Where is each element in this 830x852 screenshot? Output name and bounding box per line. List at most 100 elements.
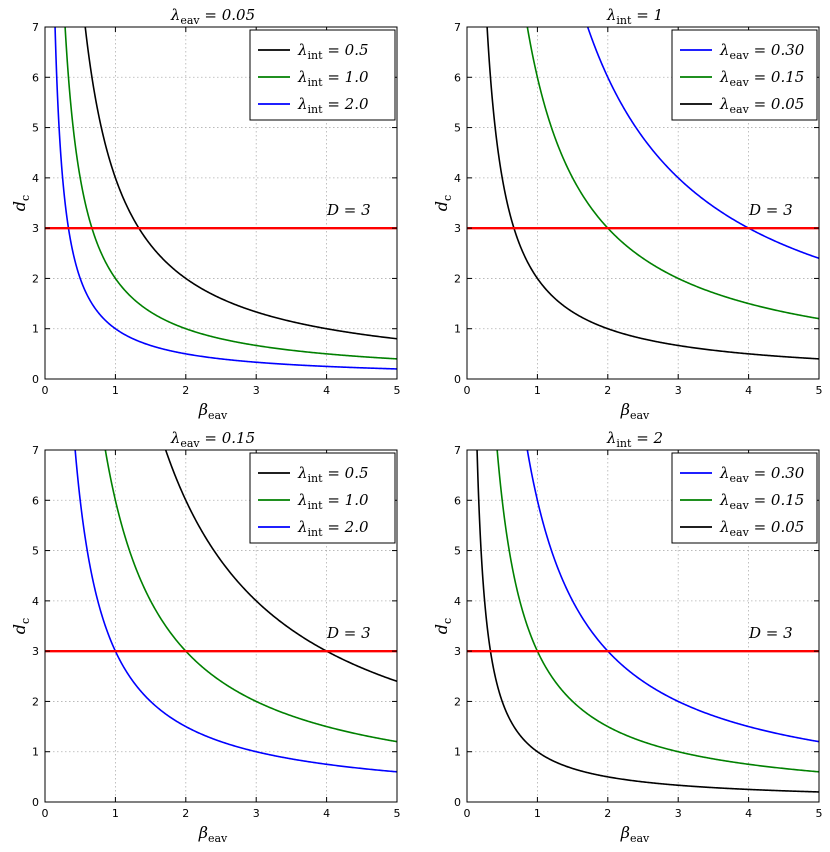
annotation-label: D = 3 xyxy=(748,624,793,642)
x-tick-label: 4 xyxy=(745,384,752,397)
y-tick-label: 1 xyxy=(454,746,461,759)
y-tick-label: 6 xyxy=(32,71,39,84)
legend-label-1: λeav = 0.30 xyxy=(719,41,805,62)
legend-label-2: λint = 1.0 xyxy=(297,68,369,89)
chart-panel-2: D = 3 0 1 2 3 4 5 0 1 2 3 4 5 6 7 λint = 1 βeav dc λeav = … xyxy=(432,6,823,422)
x-tick-label: 4 xyxy=(745,807,752,820)
axes-frame xyxy=(466,26,820,380)
y-tick-label: 4 xyxy=(454,172,461,185)
x-tick-label: 2 xyxy=(182,384,189,397)
y-tick-label: 4 xyxy=(32,172,39,185)
y-tick-label: 1 xyxy=(32,323,39,336)
y-axis-label: dc xyxy=(432,195,454,211)
chart-panel-4: D = 3 0 1 2 3 4 5 0 1 2 3 4 5 6 7 λint = 2 βeav dc λeav = … xyxy=(432,429,823,845)
x-axis-label: βeav xyxy=(198,400,228,422)
x-tick-label: 3 xyxy=(675,384,682,397)
y-tick-label: 6 xyxy=(454,494,461,507)
series-line-1 xyxy=(164,450,397,683)
series-line-3 xyxy=(486,27,819,360)
annotation-label: D = 3 xyxy=(326,201,371,219)
x-tick-label: 3 xyxy=(253,384,260,397)
series-line-2 xyxy=(526,27,819,320)
y-tick-label: 7 xyxy=(32,444,39,457)
x-tick-label: 2 xyxy=(182,807,189,820)
x-tick-label: 5 xyxy=(394,384,401,397)
legend-box xyxy=(671,29,818,121)
y-axis-label: dc xyxy=(10,195,32,211)
series-line-3 xyxy=(74,450,397,773)
y-tick-label: 7 xyxy=(454,21,461,34)
series-line-2 xyxy=(104,450,397,743)
y-tick-label: 5 xyxy=(32,545,39,558)
series-line-3 xyxy=(476,450,819,793)
y-tick-label: 3 xyxy=(32,645,39,658)
legend: λeav = 0.30 λeav = 0.15 λeav = 0.05 xyxy=(671,452,818,544)
y-tick-label: 6 xyxy=(32,494,39,507)
x-tick-label: 0 xyxy=(42,384,49,397)
x-tick-label: 2 xyxy=(604,384,611,397)
x-tick-label: 5 xyxy=(816,807,823,820)
chart-title: λeav = 0.15 xyxy=(170,429,255,450)
x-tick-label: 1 xyxy=(534,384,541,397)
x-tick-label: 3 xyxy=(675,807,682,820)
x-tick-label: 4 xyxy=(323,384,330,397)
y-tick-label: 0 xyxy=(454,373,461,386)
legend-label-2: λeav = 0.15 xyxy=(719,68,804,89)
y-tick-label: 7 xyxy=(32,21,39,34)
series-line-3 xyxy=(54,27,397,370)
annotation-label: D = 3 xyxy=(748,201,793,219)
y-axis-label: dc xyxy=(10,618,32,634)
y-tick-label: 0 xyxy=(454,796,461,809)
series-line-1 xyxy=(586,27,819,260)
y-tick-label: 2 xyxy=(454,272,461,285)
chart-title: λint = 2 xyxy=(606,429,663,450)
y-tick-label: 0 xyxy=(32,796,39,809)
series-line-1 xyxy=(526,450,819,743)
y-tick-label: 1 xyxy=(32,746,39,759)
y-tick-label: 7 xyxy=(454,444,461,457)
x-tick-label: 2 xyxy=(604,807,611,820)
y-tick-label: 5 xyxy=(32,122,39,135)
legend-box xyxy=(671,452,818,544)
y-tick-label: 6 xyxy=(454,71,461,84)
chart-panel-3: D = 3 0 1 2 3 4 5 0 1 2 3 4 5 6 7 λeav = 0.15 βeav dc λint… xyxy=(10,429,401,845)
y-tick-label: 4 xyxy=(454,595,461,608)
legend-label-3: λeav = 0.05 xyxy=(719,518,804,539)
series-line-2 xyxy=(64,27,397,360)
y-tick-label: 5 xyxy=(454,122,461,135)
y-tick-label: 1 xyxy=(454,323,461,336)
x-axis-label: βeav xyxy=(620,400,650,422)
x-tick-label: 0 xyxy=(42,807,49,820)
axes-frame xyxy=(466,449,820,803)
y-tick-label: 2 xyxy=(454,695,461,708)
axes-frame xyxy=(44,449,398,803)
series-line-1 xyxy=(84,27,397,340)
y-tick-label: 2 xyxy=(32,272,39,285)
chart-panel-1: D = 3 0 1 2 3 4 5 0 1 2 3 4 5 6 7 λeav = 0.05 βeav dc λint… xyxy=(10,6,401,422)
x-tick-label: 1 xyxy=(112,384,119,397)
axes-frame xyxy=(44,26,398,380)
legend-box xyxy=(249,452,396,544)
x-tick-label: 3 xyxy=(253,807,260,820)
annotation-label: D = 3 xyxy=(326,624,371,642)
y-tick-label: 2 xyxy=(32,695,39,708)
legend-label-1: λint = 0.5 xyxy=(297,41,369,62)
x-tick-label: 5 xyxy=(816,384,823,397)
legend-label-3: λint = 2.0 xyxy=(297,95,369,116)
series-line-2 xyxy=(496,450,819,773)
x-axis-label: βeav xyxy=(198,823,228,845)
y-tick-label: 4 xyxy=(32,595,39,608)
x-tick-label: 1 xyxy=(534,807,541,820)
legend: λint = 0.5 λint = 1.0 λint = 2.0 xyxy=(249,452,396,544)
chart-title: λeav = 0.05 xyxy=(170,6,255,27)
legend-label-2: λint = 1.0 xyxy=(297,491,369,512)
chart-title: λint = 1 xyxy=(606,6,663,27)
x-tick-label: 4 xyxy=(323,807,330,820)
legend-label-3: λeav = 0.05 xyxy=(719,95,804,116)
x-tick-label: 1 xyxy=(112,807,119,820)
y-tick-label: 3 xyxy=(454,645,461,658)
legend-box xyxy=(249,29,396,121)
x-axis-label: βeav xyxy=(620,823,650,845)
legend-label-3: λint = 2.0 xyxy=(297,518,369,539)
